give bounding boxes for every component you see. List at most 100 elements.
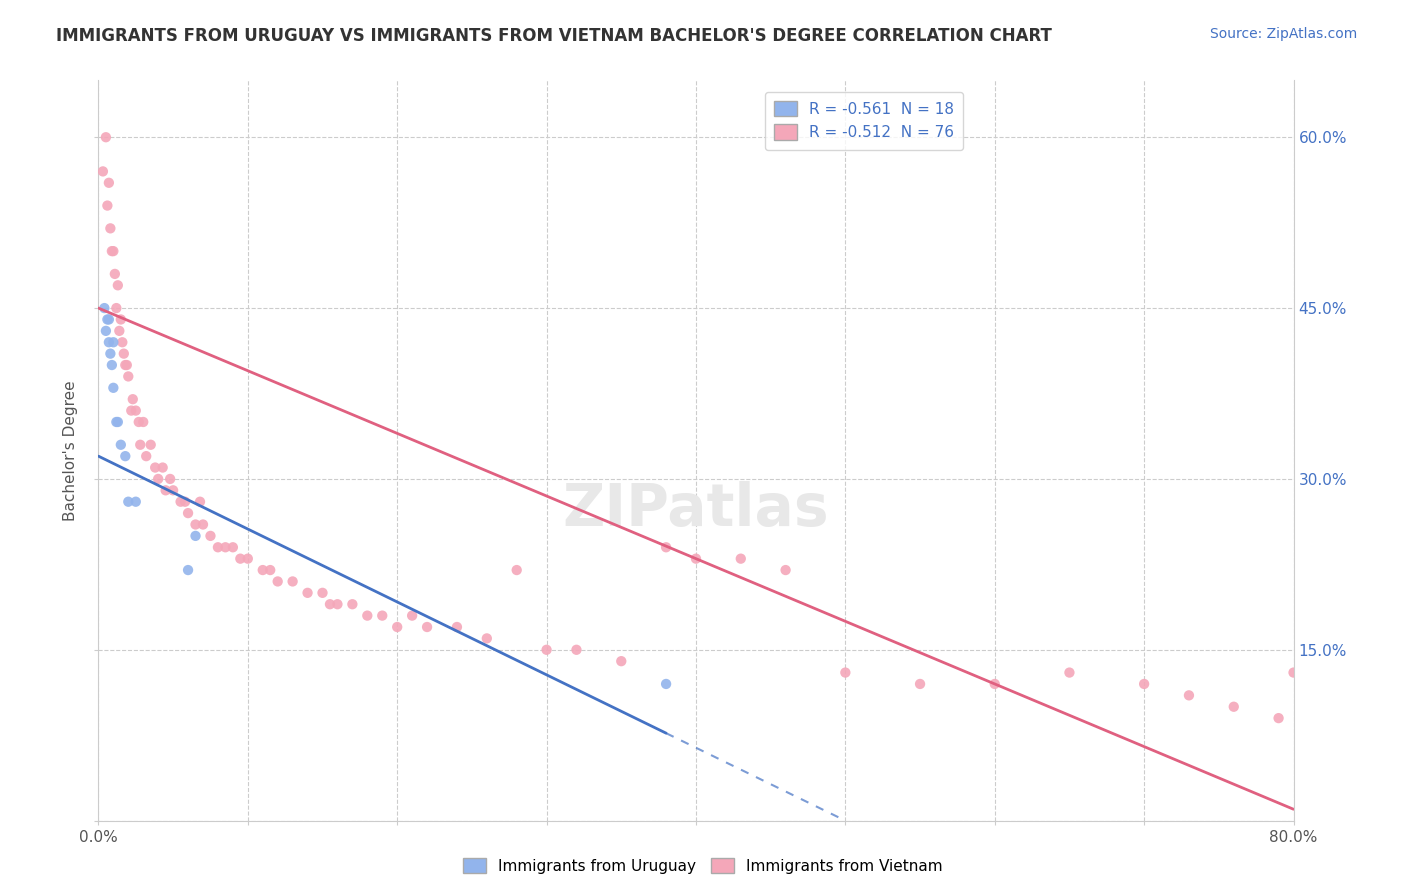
Point [121,392,143,407]
Point [128,415,150,429]
Point [1267,711,1289,725]
Point [101,244,124,259]
Point [94,324,117,338]
Point [96,198,118,212]
Point [222,541,245,555]
Point [139,438,162,452]
Point [104,267,127,281]
Point [385,620,409,634]
Point [1059,665,1081,680]
Point [97,312,120,326]
Point [267,574,290,589]
Text: ZIPatlas: ZIPatlas [562,481,830,538]
Point [152,460,174,475]
Point [536,642,558,657]
Point [98,346,122,360]
Point [117,369,139,384]
Point [252,563,274,577]
Point [96,312,118,326]
Point [155,483,177,498]
Point [174,494,197,508]
Point [112,346,135,360]
Point [610,654,633,668]
Point [115,358,138,372]
Point [120,403,142,417]
Point [162,483,184,498]
Point [97,335,120,350]
Point [188,494,211,508]
Point [984,677,1007,691]
Point [371,608,394,623]
Point [191,517,214,532]
Point [177,563,200,577]
Point [107,415,129,429]
Point [108,324,131,338]
Point [117,494,139,508]
Point [475,632,498,646]
Point [506,563,529,577]
Point [311,586,333,600]
Point [110,438,132,452]
Point [101,358,124,372]
Point [1133,677,1156,691]
Point [111,335,134,350]
Point [356,608,378,623]
Point [1282,665,1305,680]
Point [655,677,678,691]
Point [98,221,122,235]
Point [125,403,148,417]
Point [326,597,349,611]
Point [184,529,207,543]
Point [730,551,752,566]
Point [259,563,281,577]
Point [105,301,128,315]
Point [105,415,128,429]
Point [200,529,222,543]
Point [236,551,259,566]
Point [110,312,132,326]
Point [281,574,304,589]
Point [114,358,136,372]
Point [184,517,207,532]
Y-axis label: Bachelor's Degree: Bachelor's Degree [63,380,79,521]
Point [94,130,117,145]
Point [401,608,423,623]
Point [114,449,136,463]
Point [148,472,170,486]
Point [297,586,319,600]
Point [97,176,120,190]
Point [91,164,114,178]
Point [908,677,931,691]
Point [446,620,468,634]
Point [103,335,125,350]
Point [655,541,678,555]
Point [229,551,252,566]
Point [565,642,588,657]
Point [103,381,125,395]
Point [207,541,229,555]
Legend: R = -0.561  N = 18, R = -0.512  N = 76: R = -0.561 N = 18, R = -0.512 N = 76 [765,92,963,150]
Point [169,494,191,508]
Point [416,620,439,634]
Point [342,597,364,611]
Point [125,494,148,508]
Point [107,278,129,293]
Point [103,244,125,259]
Point [159,472,181,486]
Text: Source: ZipAtlas.com: Source: ZipAtlas.com [1209,27,1357,41]
Point [1223,699,1246,714]
Point [834,665,856,680]
Point [132,415,155,429]
Point [775,563,797,577]
Point [177,506,200,520]
Point [1178,689,1201,703]
Point [143,460,166,475]
Legend: Immigrants from Uruguay, Immigrants from Vietnam: Immigrants from Uruguay, Immigrants from… [457,852,949,880]
Point [685,551,707,566]
Point [135,449,157,463]
Point [214,541,236,555]
Point [129,438,152,452]
Point [319,597,342,611]
Point [93,301,115,315]
Text: IMMIGRANTS FROM URUGUAY VS IMMIGRANTS FROM VIETNAM BACHELOR'S DEGREE CORRELATION: IMMIGRANTS FROM URUGUAY VS IMMIGRANTS FR… [56,27,1052,45]
